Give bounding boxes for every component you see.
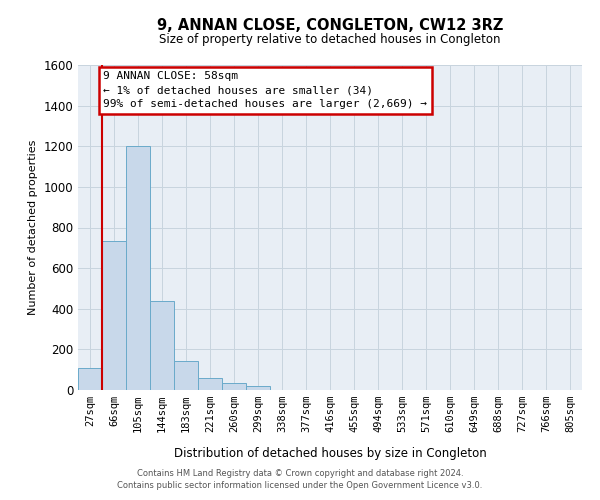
Bar	[126, 146, 150, 390]
Bar	[198, 378, 222, 390]
Text: 9 ANNAN CLOSE: 58sqm
← 1% of detached houses are smaller (34)
99% of semi-detach: 9 ANNAN CLOSE: 58sqm ← 1% of detached ho…	[103, 71, 427, 109]
Y-axis label: Number of detached properties: Number of detached properties	[28, 140, 38, 315]
Bar	[174, 360, 198, 390]
Bar	[246, 386, 270, 390]
Bar	[222, 383, 246, 390]
Bar	[78, 368, 102, 390]
Text: Contains public sector information licensed under the Open Government Licence v3: Contains public sector information licen…	[118, 481, 482, 490]
Bar	[150, 300, 174, 390]
Bar	[102, 240, 126, 390]
Text: 9, ANNAN CLOSE, CONGLETON, CW12 3RZ: 9, ANNAN CLOSE, CONGLETON, CW12 3RZ	[157, 18, 503, 32]
Text: Size of property relative to detached houses in Congleton: Size of property relative to detached ho…	[159, 32, 501, 46]
Text: Distribution of detached houses by size in Congleton: Distribution of detached houses by size …	[173, 448, 487, 460]
Text: Contains HM Land Registry data © Crown copyright and database right 2024.: Contains HM Land Registry data © Crown c…	[137, 468, 463, 477]
